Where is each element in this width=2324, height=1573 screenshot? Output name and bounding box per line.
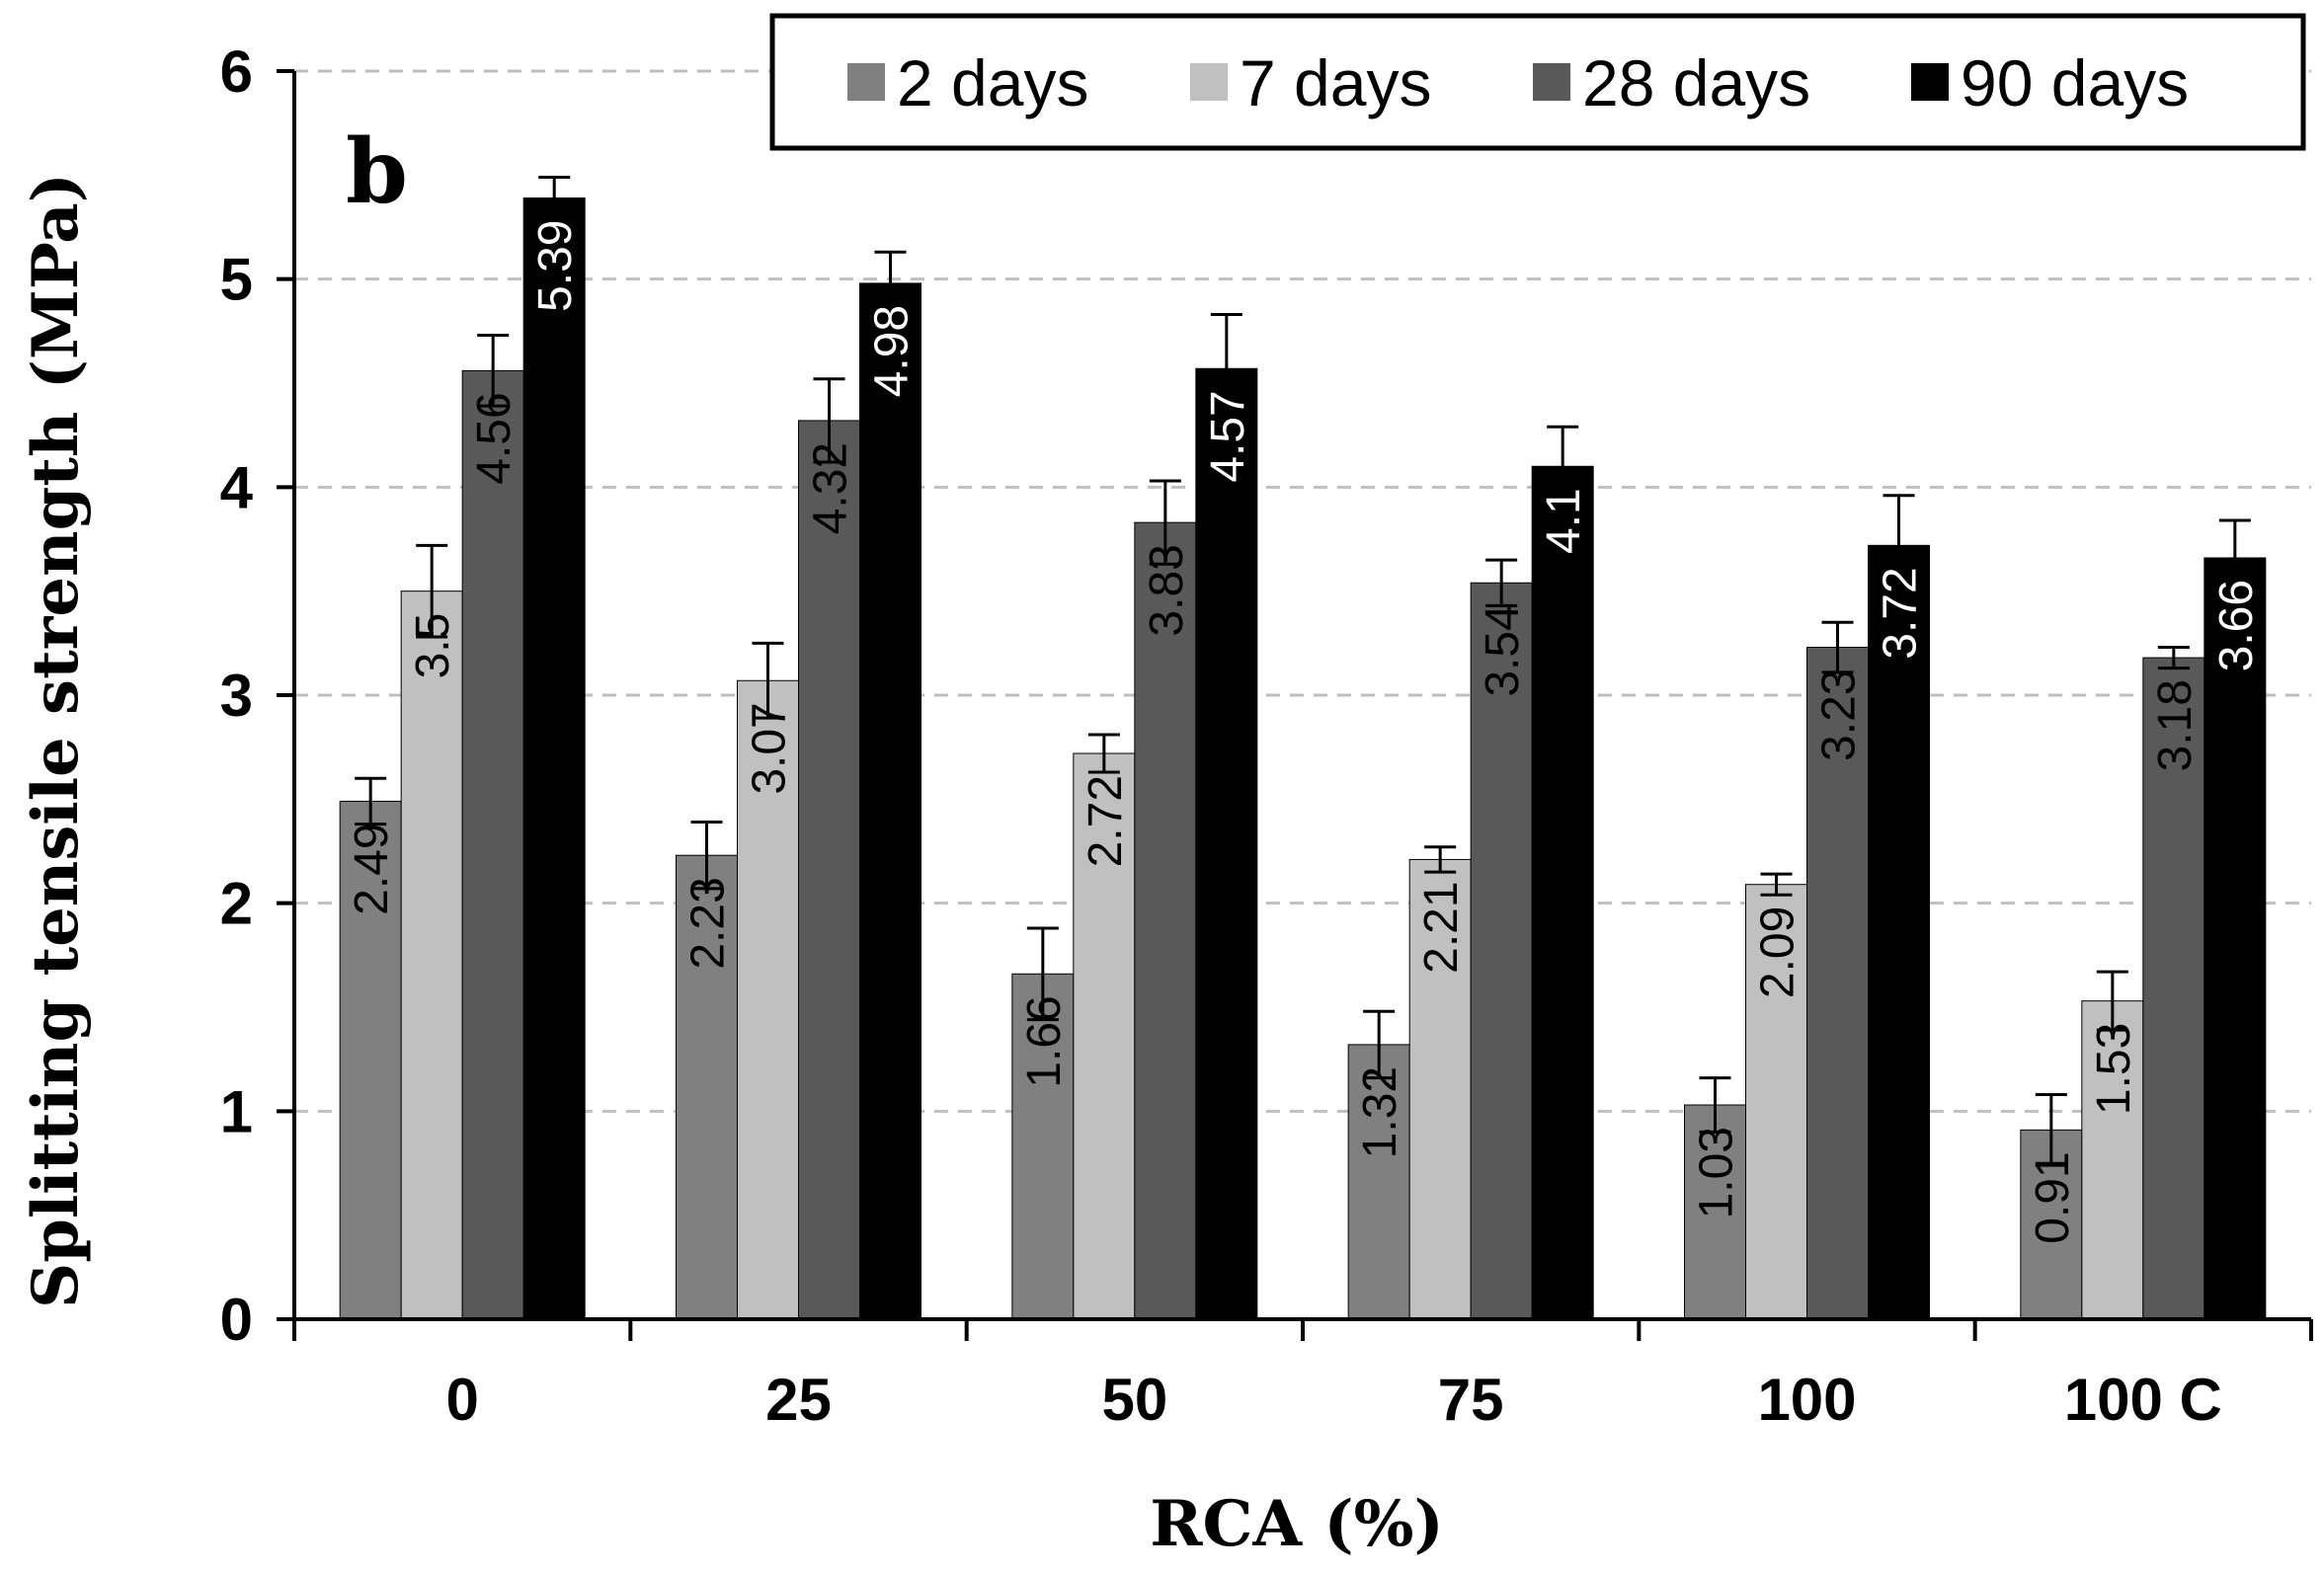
legend-swatch bbox=[1533, 63, 1570, 101]
x-tick-label: 75 bbox=[1438, 1367, 1504, 1433]
data-label: 3.72 bbox=[1875, 567, 1927, 659]
data-label: 2.09 bbox=[1752, 906, 1804, 998]
data-label: 4.32 bbox=[805, 442, 857, 534]
legend-label: 28 days bbox=[1582, 46, 1810, 119]
axes: 0 1 2 3 4 5 6 0 25 50 75 100 100 C bbox=[220, 39, 2313, 1433]
bar bbox=[737, 679, 799, 1320]
bar bbox=[2142, 657, 2205, 1320]
bar bbox=[522, 197, 586, 1320]
data-label: 3.83 bbox=[1141, 544, 1193, 636]
data-label: 4.57 bbox=[1202, 390, 1254, 482]
bar bbox=[339, 800, 402, 1320]
data-label: 4.98 bbox=[866, 305, 919, 397]
bar bbox=[1073, 752, 1136, 1320]
y-tick-label: 6 bbox=[220, 39, 253, 105]
bar bbox=[1347, 1044, 1410, 1320]
legend-swatch bbox=[847, 63, 885, 101]
x-axis-title: RCA (%) bbox=[1150, 1487, 1443, 1561]
legend-label: 90 days bbox=[1961, 46, 2189, 119]
data-label: 2.49 bbox=[346, 823, 398, 914]
bar bbox=[1195, 367, 1258, 1320]
bar bbox=[1684, 1104, 1746, 1320]
bar bbox=[1745, 884, 1807, 1320]
bars: 2.49 3.5 4.56 5.39 2.23 3.07 4.324.98 1.66 2.72 3… bbox=[339, 175, 2267, 1320]
x-tick-label: 100 C bbox=[2064, 1367, 2222, 1433]
data-label: 3.07 bbox=[744, 702, 796, 794]
legend-label: 7 days bbox=[1240, 46, 1431, 119]
y-tick-label: 2 bbox=[220, 871, 253, 937]
data-label: 5.39 bbox=[529, 220, 582, 312]
data-label: 2.23 bbox=[682, 877, 735, 969]
data-label: 1.03 bbox=[1691, 1127, 1743, 1219]
y-tick-label: 1 bbox=[220, 1078, 253, 1144]
data-label: 2.72 bbox=[1080, 775, 1132, 867]
data-label: 2.21 bbox=[1415, 881, 1468, 973]
bar bbox=[1134, 521, 1197, 1320]
data-label: 3.23 bbox=[1813, 669, 1866, 761]
data-label: 4.1 bbox=[1538, 488, 1590, 554]
data-label: 1.53 bbox=[2088, 1023, 2140, 1115]
data-label: 0.91 bbox=[2027, 1151, 2079, 1243]
legend: 2 days 7 days 28 days 90 days bbox=[769, 13, 2306, 151]
bar bbox=[1408, 858, 1472, 1320]
data-label: 3.66 bbox=[2210, 580, 2263, 671]
bar bbox=[798, 420, 860, 1320]
data-label: 3.5 bbox=[407, 613, 459, 679]
data-label: 1.66 bbox=[1018, 995, 1071, 1087]
y-tick-label: 3 bbox=[220, 663, 253, 729]
bar bbox=[859, 282, 922, 1320]
x-tick-label: 50 bbox=[1101, 1367, 1167, 1433]
x-tick-label: 100 bbox=[1757, 1367, 1856, 1433]
x-tick-label: 25 bbox=[765, 1367, 832, 1433]
legend-swatch bbox=[1190, 63, 1228, 101]
bar bbox=[1470, 582, 1533, 1320]
data-label: 3.18 bbox=[2149, 679, 2202, 771]
bar bbox=[1806, 647, 1869, 1320]
x-tick-label: 0 bbox=[445, 1367, 478, 1433]
data-label: 1.32 bbox=[1354, 1066, 1406, 1158]
y-tick-label: 5 bbox=[220, 247, 253, 313]
gridlines bbox=[294, 69, 2311, 1113]
data-label: 3.54 bbox=[1477, 604, 1529, 696]
y-axis-title: Splitting tensile strength (MPa) bbox=[19, 173, 93, 1308]
legend-label: 2 days bbox=[897, 46, 1088, 119]
bar bbox=[1868, 544, 1930, 1320]
bar bbox=[1531, 465, 1594, 1320]
bar bbox=[461, 369, 524, 1320]
panel-letter: b bbox=[346, 119, 408, 224]
data-label: 4.56 bbox=[468, 392, 521, 484]
legend-swatch bbox=[1911, 63, 1949, 101]
y-tick-label: 4 bbox=[220, 454, 254, 520]
y-tick-label: 0 bbox=[220, 1287, 253, 1353]
bar bbox=[400, 590, 463, 1320]
